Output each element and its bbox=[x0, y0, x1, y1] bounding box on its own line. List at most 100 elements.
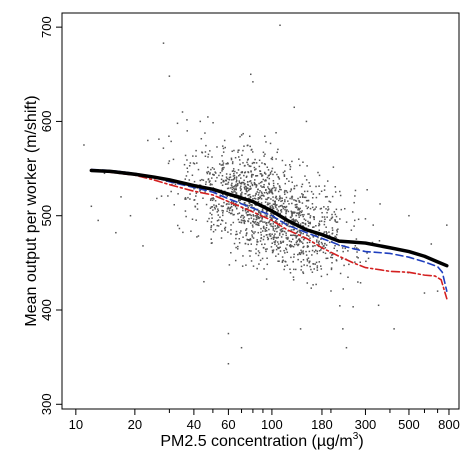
scatter-point bbox=[227, 332, 230, 335]
scatter-point bbox=[285, 205, 288, 208]
scatter-point bbox=[274, 200, 277, 203]
scatter-point bbox=[306, 258, 309, 261]
scatter-point bbox=[246, 232, 248, 234]
scatter-point bbox=[306, 245, 309, 247]
scatter-point bbox=[264, 221, 266, 223]
scatter-point bbox=[302, 271, 304, 273]
scatter-point bbox=[295, 241, 298, 244]
scatter-point bbox=[211, 183, 213, 186]
scatter-point bbox=[261, 257, 264, 260]
scatter-point bbox=[377, 304, 380, 307]
scatter-point bbox=[168, 75, 171, 77]
scatter-point bbox=[356, 256, 358, 258]
scatter-point bbox=[252, 231, 254, 233]
scatter-point bbox=[226, 210, 228, 212]
scatter-point bbox=[236, 184, 239, 187]
scatter-point bbox=[293, 106, 295, 109]
scatter-point bbox=[297, 253, 299, 256]
scatter-point bbox=[249, 213, 251, 216]
scatter-point bbox=[288, 240, 291, 242]
scatter-point bbox=[103, 172, 106, 175]
scatter-point bbox=[276, 237, 278, 239]
scatter-point bbox=[245, 228, 248, 230]
scatter-point bbox=[224, 146, 226, 149]
scatter-point bbox=[260, 194, 263, 197]
scatter-point bbox=[235, 237, 237, 240]
scatter-point bbox=[252, 195, 254, 197]
scatter-point bbox=[263, 195, 265, 197]
scatter-point bbox=[115, 231, 117, 234]
scatter-point bbox=[269, 216, 271, 219]
scatter-point bbox=[245, 264, 247, 266]
scatter-point bbox=[186, 130, 188, 132]
scatter-point bbox=[262, 151, 265, 154]
scatter-point bbox=[195, 192, 198, 195]
scatter-point bbox=[221, 184, 224, 187]
scatter-point bbox=[289, 168, 291, 171]
scatter-point bbox=[309, 237, 311, 239]
scatter-point bbox=[291, 219, 293, 221]
scatter-point bbox=[254, 194, 256, 197]
scatter-point bbox=[209, 212, 211, 214]
scatter-point bbox=[282, 233, 284, 236]
scatter-point bbox=[272, 223, 275, 225]
scatter-point bbox=[274, 202, 276, 204]
scatter-point bbox=[320, 238, 322, 240]
scatter-point bbox=[308, 261, 311, 263]
scatter-point bbox=[306, 241, 309, 244]
scatter-point bbox=[243, 145, 245, 147]
scatter-point bbox=[295, 235, 298, 238]
scatter-point bbox=[192, 155, 194, 157]
scatter-point bbox=[255, 175, 258, 177]
scatter-point bbox=[288, 244, 291, 247]
scatter-point bbox=[257, 198, 259, 201]
scatter-point bbox=[213, 198, 215, 200]
scatter-point bbox=[246, 161, 248, 164]
scatter-point bbox=[259, 212, 262, 214]
scatter-point bbox=[231, 212, 233, 215]
scatter-point bbox=[206, 171, 208, 174]
scatter-point bbox=[302, 250, 304, 252]
scatter-point bbox=[292, 276, 295, 278]
scatter-point bbox=[218, 203, 220, 205]
scatter-point bbox=[238, 212, 241, 214]
scatter-point bbox=[235, 193, 238, 195]
scatter-point bbox=[244, 210, 247, 212]
scatter-point bbox=[222, 181, 224, 183]
scatter-point bbox=[259, 170, 261, 172]
scatter-point bbox=[299, 201, 301, 203]
x-axis-title: PM2.5 concentration (µg/m3) bbox=[160, 431, 363, 450]
scatter-point bbox=[308, 261, 310, 264]
scatter-point bbox=[234, 191, 236, 193]
scatter-point bbox=[311, 254, 313, 256]
y-tick-label: 400 bbox=[39, 299, 54, 321]
scatter-point bbox=[276, 224, 279, 227]
x-tick-label: 500 bbox=[398, 417, 420, 432]
scatter-point bbox=[229, 176, 232, 178]
scatter-point bbox=[239, 173, 241, 176]
scatter-point bbox=[284, 199, 286, 201]
scatter-point bbox=[275, 219, 277, 222]
scatter-point bbox=[298, 253, 301, 255]
scatter-point bbox=[302, 259, 305, 261]
scatter-point bbox=[259, 190, 261, 192]
scatter-point bbox=[339, 190, 341, 193]
scatter-point bbox=[301, 183, 304, 186]
scatter-point bbox=[248, 135, 251, 138]
scatter-point bbox=[214, 199, 217, 202]
scatter-point bbox=[330, 268, 333, 271]
scatter-point bbox=[303, 218, 306, 220]
scatter-point bbox=[209, 173, 211, 175]
scatter-point bbox=[265, 191, 268, 194]
scatter-point bbox=[260, 234, 263, 236]
scatter-point bbox=[219, 216, 221, 218]
scatter-point bbox=[302, 193, 304, 196]
y-tick-label: 700 bbox=[39, 16, 54, 38]
scatter-point bbox=[220, 182, 222, 184]
scatter-point bbox=[212, 209, 214, 211]
scatter-point bbox=[260, 202, 263, 204]
y-axis: 300 400 500 600 700 bbox=[39, 16, 62, 415]
scatter-point bbox=[199, 190, 201, 192]
scatter-point bbox=[282, 227, 284, 230]
scatter-point bbox=[253, 162, 256, 164]
